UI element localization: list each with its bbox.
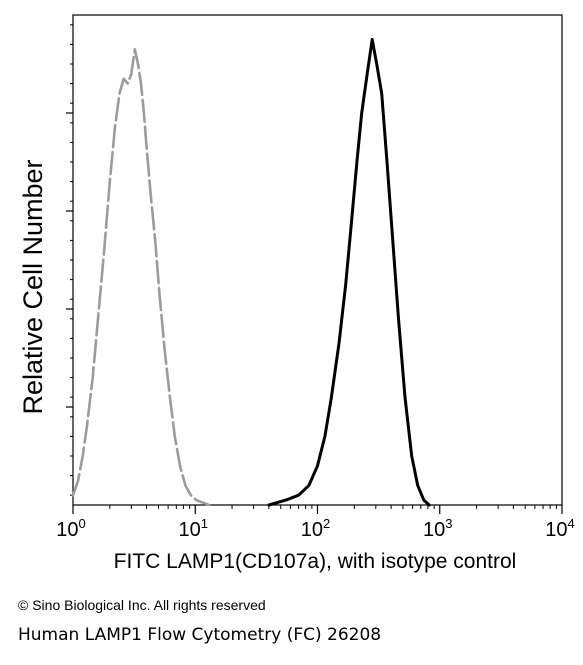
x-tick-label: 103 [423, 516, 452, 541]
y-axis-label: Relative Cell Number [18, 159, 48, 414]
series-layer [71, 38, 431, 507]
x-axis-label: FITC LAMP1(CD107a), with isotype control [114, 550, 517, 573]
x-tick-label: 104 [545, 516, 574, 541]
figure-caption: Human LAMP1 Flow Cytometry (FC) 26208 [18, 625, 382, 645]
x-tick-label: 102 [301, 516, 330, 541]
x-axis-ticks: 100 101 102 103 104 [56, 505, 575, 541]
plot-border [72, 14, 563, 506]
x-tick-label: 101 [179, 516, 208, 541]
copyright-notice: © Sino Biological Inc. All rights reserv… [18, 597, 266, 613]
y-axis-ticks [66, 24, 73, 496]
x-tick-label: 100 [56, 516, 85, 541]
plot-frame [72, 14, 563, 506]
lamp1-histogram-curve [267, 38, 431, 507]
isotype-control-curve [71, 48, 211, 507]
